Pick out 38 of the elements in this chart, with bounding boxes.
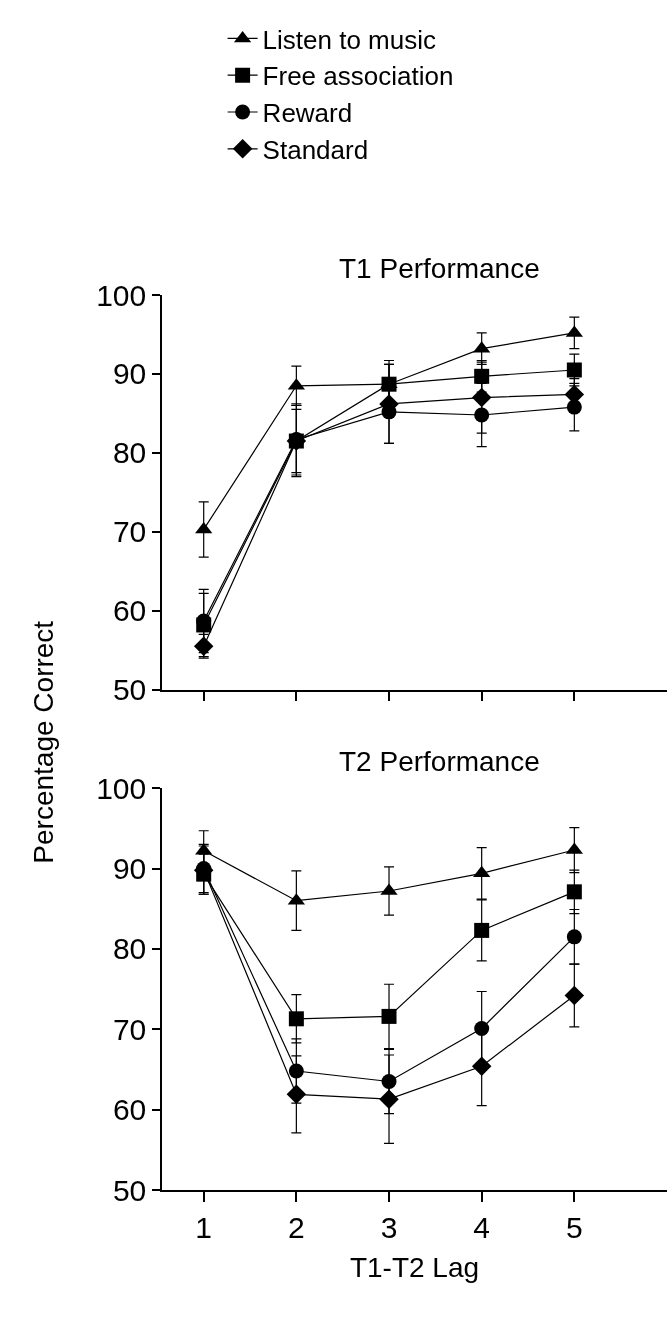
y-tick-label: 60 [112, 594, 147, 628]
y-tick-label: 70 [112, 515, 147, 549]
legend-label: Free association [262, 61, 454, 92]
point [473, 865, 491, 878]
x-tick-label: 4 [473, 1210, 491, 1244]
chart-title: T1 Performance [339, 253, 540, 284]
point [566, 929, 582, 945]
y-tick-label: 50 [112, 673, 147, 707]
point [381, 1008, 397, 1024]
point [474, 922, 490, 938]
y-tick-label: 50 [112, 1173, 147, 1207]
point [564, 985, 585, 1006]
x-tick-label: 3 [380, 1210, 398, 1244]
y-tick-label: 100 [96, 771, 147, 805]
legend-label: Listen to music [262, 24, 437, 55]
point [471, 1056, 492, 1076]
point [286, 1084, 307, 1105]
point [288, 1011, 304, 1027]
y-tick-label: 80 [112, 436, 147, 470]
point [471, 387, 492, 408]
point [566, 884, 582, 900]
chart-title: T2 Performance [339, 746, 540, 777]
y-tick-label: 60 [112, 1093, 147, 1127]
legend-label: Standard [262, 134, 369, 165]
y-tick-label: 100 [96, 278, 147, 312]
point [566, 362, 582, 378]
y-axis-title: Percentage Correct [27, 620, 59, 864]
y-tick-label: 90 [112, 852, 147, 886]
y-tick-label: 90 [112, 357, 147, 391]
legend-label: Reward [262, 98, 353, 129]
point [195, 521, 213, 534]
point [379, 1089, 399, 1109]
y-tick-label: 80 [112, 932, 147, 966]
x-tick-label: 2 [288, 1210, 305, 1244]
x-tick-label: 5 [566, 1210, 583, 1244]
x-tick-label: 1 [195, 1210, 213, 1244]
x-axis-title: T1-T2 Lag [349, 1252, 480, 1284]
y-tick-label: 70 [112, 1012, 147, 1046]
